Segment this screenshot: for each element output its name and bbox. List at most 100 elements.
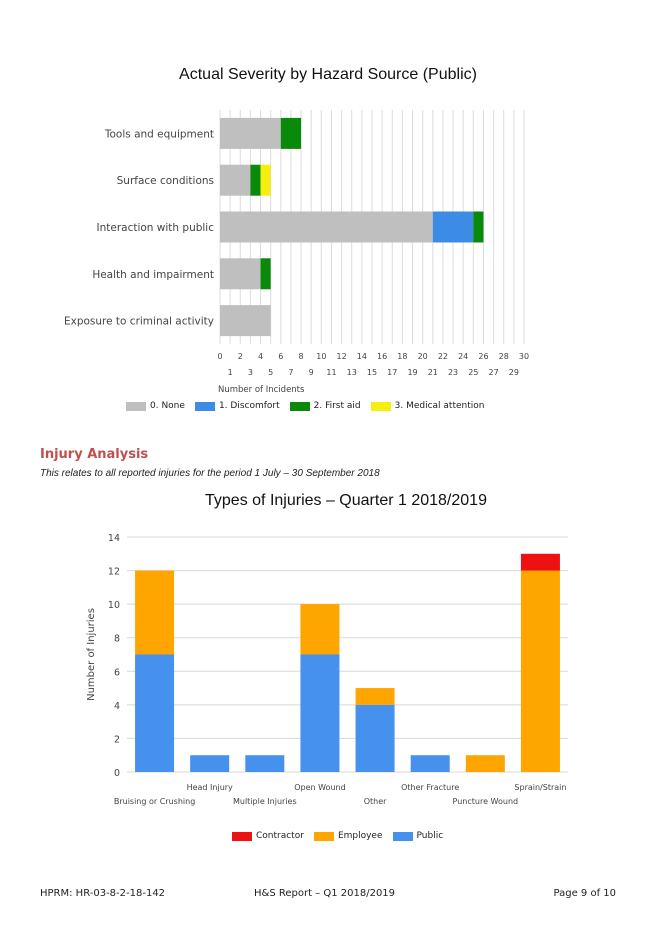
- bar-segment: [300, 654, 340, 772]
- x-tick-label: 16: [377, 352, 387, 361]
- x-tick-label: 12: [337, 352, 347, 361]
- x-tick-label: 26: [478, 352, 488, 361]
- x-tick-label: 18: [397, 352, 407, 361]
- category-label: Exposure to criminal activity: [64, 316, 214, 328]
- legend-label: 3. Medical attention: [394, 401, 485, 411]
- x-tick-label: 10: [316, 352, 326, 361]
- footer-page: Page 9 of 10: [553, 888, 616, 899]
- x-tick-label: 9: [309, 368, 314, 377]
- legend-swatch: [289, 401, 310, 411]
- legend-swatch: [126, 401, 146, 411]
- x-tick-label: 4: [258, 352, 263, 361]
- y-tick-label: 14: [108, 533, 120, 544]
- category-label: Tools and equipment: [104, 128, 214, 140]
- bar-segment: [220, 164, 251, 196]
- bar-segment: [135, 570, 175, 655]
- x-tick-label: 3: [248, 368, 253, 377]
- severity-chart: Tools and equipment Surface conditions Int…: [64, 110, 529, 395]
- x-tick-label: 7: [288, 368, 293, 377]
- x-tick-label: 20: [418, 352, 428, 361]
- bar-segment: [520, 553, 560, 571]
- category-label: Surface conditions: [117, 175, 214, 187]
- category-label: Multiple Injuries: [233, 797, 297, 806]
- x-tick-label: 27: [489, 368, 499, 377]
- x-tick-label: 6: [278, 352, 283, 361]
- footer-hprm: HPRM: HR-03-8-2-18-142: [40, 888, 166, 899]
- y-tick-label: 0: [114, 768, 120, 779]
- y-tick-label: 2: [114, 734, 120, 745]
- legend-swatch: [392, 831, 413, 841]
- injuries-legend: Contractor Employee Public: [232, 831, 453, 841]
- x-tick-label: 24: [458, 352, 468, 361]
- x-tick-label: 17: [387, 368, 397, 377]
- bar-segment: [355, 704, 395, 772]
- legend-label: 2. First aid: [313, 401, 361, 411]
- x-tick-label: 13: [347, 368, 357, 377]
- section-heading: Injury Analysis: [40, 447, 149, 462]
- x-tick-label: 8: [299, 352, 304, 361]
- x-tick-label: 15: [367, 368, 377, 377]
- x-tick-label: 21: [428, 368, 438, 377]
- section-subtitle: This relates to all reported injuries fo…: [40, 468, 380, 479]
- injuries-chart: 0 2 4 6 8 10 12 14 Number of Injuries Bruising or…: [86, 533, 568, 806]
- legend-label: 0. None: [150, 401, 185, 411]
- bar-segment: [410, 755, 450, 772]
- bar-segment: [300, 604, 340, 655]
- bar-segment: [220, 117, 281, 149]
- legend-label: Public: [416, 831, 444, 841]
- legend-item: 0. None: [126, 401, 185, 411]
- x-tick-label: 11: [326, 368, 336, 377]
- x-tick-label: 5: [268, 368, 273, 377]
- x-tick-label: 29: [509, 368, 519, 377]
- bar-segment: [190, 755, 230, 772]
- legend-swatch: [370, 401, 391, 411]
- category-label: Interaction with public: [96, 222, 214, 234]
- category-label: Puncture Wound: [453, 797, 519, 806]
- x-tick-label: 28: [499, 352, 509, 361]
- bar-segment: [260, 164, 271, 196]
- category-label: Health and impairment: [92, 269, 214, 281]
- y-tick-label: 4: [114, 701, 120, 712]
- category-label: Sprain/Strain: [514, 783, 566, 792]
- x-tick-label: 25: [468, 368, 478, 377]
- bar-segment: [432, 211, 474, 243]
- legend-swatch: [194, 401, 215, 411]
- bar-segment: [135, 654, 175, 772]
- bar-segment: [245, 755, 285, 772]
- legend-item: Public: [392, 831, 444, 841]
- legend-swatch: [313, 831, 334, 841]
- category-label: Head Injury: [187, 783, 233, 792]
- bar-segment: [260, 258, 271, 290]
- severity-legend: 0. None 1. Discomfort 2. First aid 3. Medic…: [126, 401, 494, 411]
- category-label: Open Wound: [294, 783, 345, 792]
- x-tick-label: 0: [217, 352, 222, 361]
- bar-segment: [220, 211, 433, 243]
- category-label: Bruising or Crushing: [114, 797, 195, 806]
- legend-item: Contractor: [232, 831, 304, 841]
- x-tick-label: 14: [357, 352, 367, 361]
- bar-segment: [220, 258, 261, 290]
- chart1-title: Actual Severity by Hazard Source (Public…: [179, 66, 477, 83]
- bar-segment: [250, 164, 261, 196]
- x-tick-label: 1: [228, 368, 233, 377]
- bar-segment: [520, 570, 560, 772]
- chart2-title: Types of Injuries – Quarter 1 2018/2019: [205, 492, 487, 509]
- category-label: Other: [364, 797, 387, 806]
- y-tick-label: 10: [108, 600, 120, 611]
- y-tick-label: 8: [114, 634, 120, 645]
- bar-segment: [220, 305, 271, 337]
- legend-swatch: [232, 831, 252, 841]
- bar-segment: [280, 117, 302, 149]
- bar-segment: [473, 211, 484, 243]
- legend-item: 3. Medical attention: [370, 401, 485, 411]
- legend-item: 1. Discomfort: [194, 401, 280, 411]
- footer-report: H&S Report – Q1 2018/2019: [254, 888, 396, 899]
- bar-segment: [465, 755, 505, 772]
- legend-label: Contractor: [256, 831, 304, 841]
- x-tick-label: 23: [448, 368, 458, 377]
- x-tick-label: 30: [519, 352, 529, 361]
- category-label: Other Fracture: [401, 783, 459, 792]
- y-tick-label: 12: [108, 567, 120, 578]
- y-tick-label: 6: [114, 667, 120, 678]
- legend-label: 1. Discomfort: [218, 401, 280, 411]
